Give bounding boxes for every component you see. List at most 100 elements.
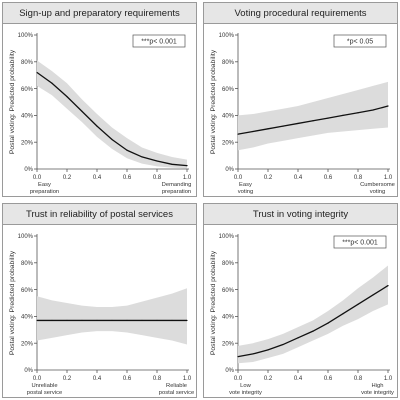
x-end-label-left: preparation <box>30 189 59 195</box>
data-point <box>387 284 389 287</box>
y-tick-label: 20% <box>222 140 235 146</box>
x-tick-label: 1.0 <box>183 376 192 382</box>
y-tick-label: 80% <box>21 261 34 267</box>
panel-trust-voting-integrity: Trust in voting integrity 0% 20% 40% 60% 80%… <box>203 203 398 398</box>
data-point <box>141 319 143 322</box>
x-tick-label: 0.4 <box>93 376 102 382</box>
data-point <box>282 343 284 346</box>
chart-sign-up-requirements: 0% 20% 40% 60% 80% 100% 0.0 0.2 0.4 0.6 0.8 1.0 Post… <box>9 33 192 195</box>
x-tick-label: 0.8 <box>354 175 363 181</box>
panel-title: Trust in reliability of postal services <box>3 204 196 225</box>
x-tick-label: 0.8 <box>354 376 363 382</box>
x-end-label-right: Demanding <box>162 182 192 188</box>
y-tick-label: 100% <box>219 234 235 240</box>
x-tick-label: 0.2 <box>63 376 72 382</box>
x-end-label-left: Low <box>240 383 251 389</box>
y-tick-label: 100% <box>219 33 235 39</box>
x-tick-label: 0.6 <box>123 376 132 382</box>
data-point <box>297 122 299 125</box>
y-axis-label: Postal voting: Predicted probability <box>210 49 217 154</box>
significance-label: *p< 0.05 <box>347 39 373 46</box>
data-point <box>81 319 83 322</box>
x-tick-label: 1.0 <box>183 175 192 181</box>
data-point <box>312 330 314 332</box>
x-end-label-left: postal service <box>27 390 62 396</box>
x-end-label-right: High <box>372 383 384 389</box>
panel-title: Trust in voting integrity <box>204 204 397 225</box>
data-point <box>282 125 284 127</box>
y-tick-label: 0% <box>24 368 33 374</box>
data-point <box>126 149 128 151</box>
y-axis-label: Postal voting: Predicted probability <box>210 250 217 355</box>
x-tick-label: 0.4 <box>294 376 303 382</box>
y-tick-label: 40% <box>21 315 34 321</box>
x-tick-label: 0.4 <box>294 175 303 181</box>
data-point <box>186 165 188 167</box>
x-tick-label: 0.0 <box>234 175 243 181</box>
y-tick-label: 20% <box>21 341 34 347</box>
y-tick-label: 60% <box>21 288 34 294</box>
y-tick-label: 40% <box>222 315 235 321</box>
data-point <box>327 117 329 119</box>
data-point <box>96 319 98 322</box>
data-point <box>312 120 314 122</box>
confidence-band <box>238 81 388 151</box>
data-point <box>51 319 53 322</box>
significance-box <box>333 235 387 249</box>
x-end-label-right: postal service <box>159 390 194 396</box>
data-point <box>297 337 299 339</box>
data-point <box>141 156 143 158</box>
x-end-label-left: Unreliable <box>31 383 57 389</box>
significance-label: ***p< 0.001 <box>342 240 378 247</box>
y-tick-label: 80% <box>21 60 34 66</box>
x-tick-label: 1.0 <box>384 376 393 382</box>
data-point <box>126 319 128 322</box>
data-point <box>327 322 329 324</box>
x-end-label-right: vote integrity <box>361 390 394 396</box>
significance-label: ***p< 0.001 <box>141 39 177 46</box>
y-tick-label: 40% <box>222 114 235 120</box>
data-point <box>252 353 254 355</box>
confidence-band <box>37 60 187 169</box>
y-axis-label: Postal voting: Predicted probability <box>9 49 16 154</box>
y-tick-label: 0% <box>225 368 234 374</box>
data-point <box>171 319 173 322</box>
data-point <box>156 160 158 162</box>
data-point <box>267 349 269 351</box>
x-end-label-right: Reliable <box>166 383 187 389</box>
y-tick-label: 0% <box>225 167 234 173</box>
data-point <box>357 303 359 305</box>
y-tick-label: 0% <box>24 167 33 173</box>
significance-box <box>132 34 186 48</box>
x-tick-label: 0.0 <box>33 376 42 382</box>
panel-sign-up-requirements: Sign-up and preparatory requirements 0% 2… <box>2 2 197 197</box>
y-tick-label: 100% <box>18 33 34 39</box>
x-end-label-left: vote integrity <box>229 390 262 396</box>
data-point <box>267 128 269 130</box>
y-tick-label: 20% <box>21 140 34 146</box>
y-tick-label: 100% <box>18 234 34 240</box>
x-tick-label: 0.2 <box>264 175 273 181</box>
panel-title: Sign-up and preparatory requirements <box>3 3 196 24</box>
x-tick-label: 0.6 <box>324 376 333 382</box>
x-tick-label: 0.6 <box>324 175 333 181</box>
x-tick-label: 0.0 <box>33 175 42 181</box>
data-point <box>66 96 68 98</box>
x-end-label-left: voting <box>238 189 253 195</box>
data-point <box>81 110 83 112</box>
y-tick-label: 80% <box>222 60 235 66</box>
chart-trust-postal-services: 0% 20% 40% 60% 80% 100% 0.0 0.2 0.4 0.6 0.8 1.0 Post… <box>9 234 194 396</box>
y-tick-label: 60% <box>21 87 34 93</box>
x-tick-label: 0.2 <box>63 175 72 181</box>
x-end-label-left: Easy <box>38 182 51 188</box>
x-tick-label: 0.4 <box>93 175 102 181</box>
data-point <box>357 112 359 114</box>
data-point <box>372 109 374 111</box>
x-tick-label: 0.8 <box>153 376 162 382</box>
y-tick-label: 80% <box>222 261 235 267</box>
confidence-band <box>37 288 187 345</box>
x-tick-label: 0.8 <box>153 175 162 181</box>
data-point <box>36 71 38 74</box>
significance-box <box>333 34 387 48</box>
